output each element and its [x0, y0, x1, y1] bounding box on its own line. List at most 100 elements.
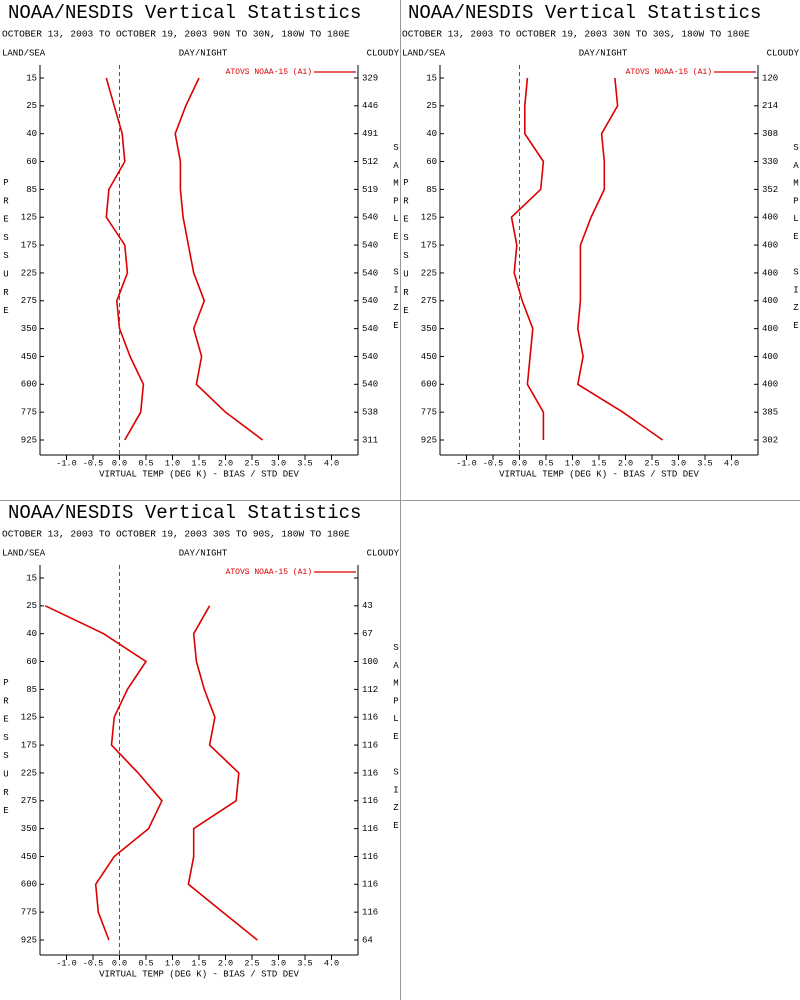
sample-size: 400 — [762, 352, 778, 362]
x-tick-label: -0.5 — [483, 458, 503, 468]
y-tick-label: 925 — [21, 935, 37, 945]
cloudy-label: CLOUDY — [367, 48, 400, 58]
land-sea-label: LAND/SEA — [2, 548, 46, 558]
y-tick-label: 350 — [421, 324, 437, 334]
sample-size: 116 — [362, 880, 378, 890]
x-tick-label: 0.5 — [138, 958, 153, 968]
y-tick-label: 275 — [21, 796, 37, 806]
x-tick-label: -1.0 — [56, 458, 76, 468]
x-tick-label: 4.0 — [724, 458, 739, 468]
y-tick-label: 225 — [21, 768, 37, 778]
series-line — [510, 77, 545, 440]
cloudy-label: CLOUDY — [767, 48, 800, 58]
panel: NOAA/NESDIS Vertical Statistics OCTOBER 1… — [2, 502, 400, 979]
chart-title: NOAA/NESDIS Vertical Statistics — [408, 2, 761, 24]
x-tick-label: -0.5 — [83, 458, 103, 468]
x-tick-label: 0.5 — [138, 458, 153, 468]
day-night-label: DAY/NIGHT — [179, 48, 228, 58]
y-tick-label: 450 — [21, 352, 37, 362]
x-tick-label: 2.0 — [618, 458, 633, 468]
sample-size: 540 — [362, 268, 378, 278]
sample-size: 446 — [362, 101, 378, 111]
series-line — [187, 605, 258, 941]
y-tick-label: 225 — [21, 268, 37, 278]
day-night-label: DAY/NIGHT — [179, 548, 228, 558]
sample-size: 400 — [762, 213, 778, 223]
sample-size: 116 — [362, 768, 378, 778]
y-tick-label: 600 — [21, 380, 37, 390]
sample-size: 329 — [362, 73, 378, 83]
y-tick-label: 775 — [21, 408, 37, 418]
y-tick-label: 600 — [21, 880, 37, 890]
x-tick-label: 3.5 — [297, 958, 312, 968]
sample-size: 116 — [362, 852, 378, 862]
day-night-label: DAY/NIGHT — [579, 48, 628, 58]
sample-size: 311 — [362, 435, 378, 445]
x-tick-label: 0.0 — [112, 458, 127, 468]
y-tick-label: 25 — [26, 601, 37, 611]
x-tick-label: 3.5 — [697, 458, 712, 468]
y-tick-label: 60 — [26, 157, 37, 167]
sample-size: 519 — [362, 185, 378, 195]
x-tick-label: 3.5 — [297, 458, 312, 468]
y-tick-label: 125 — [21, 713, 37, 723]
sample-size: 400 — [762, 296, 778, 306]
sample-size: 116 — [362, 824, 378, 834]
sample-size: 400 — [762, 268, 778, 278]
x-tick-label: -0.5 — [83, 958, 103, 968]
y-tick-label: 275 — [21, 296, 37, 306]
x-tick-label: 1.5 — [191, 458, 206, 468]
land-sea-label: LAND/SEA — [2, 48, 46, 58]
x-tick-label: 1.0 — [565, 458, 580, 468]
x-axis-label: VIRTUAL TEMP (DEG K) - BIAS / STD DEV — [99, 469, 299, 479]
x-tick-label: 2.0 — [218, 458, 233, 468]
x-tick-label: 2.5 — [244, 958, 259, 968]
sample-size: 43 — [362, 601, 373, 611]
y-tick-label: 175 — [21, 240, 37, 250]
legend-label: ATOVS NOAA-15 (A1) — [226, 68, 312, 77]
y-tick-label: 450 — [21, 852, 37, 862]
sample-size: 116 — [362, 908, 378, 918]
x-tick-label: 3.0 — [271, 458, 286, 468]
chart-subtitle: OCTOBER 13, 2003 TO OCTOBER 19, 2003 90N… — [2, 29, 350, 40]
sample-size: 538 — [362, 408, 378, 418]
x-tick-label: -1.0 — [56, 958, 76, 968]
sample-size: 100 — [362, 657, 378, 667]
chart-title: NOAA/NESDIS Vertical Statistics — [8, 502, 361, 524]
y-tick-label: 175 — [21, 740, 37, 750]
sample-size: 540 — [362, 213, 378, 223]
x-tick-label: 3.0 — [271, 958, 286, 968]
y-tick-label: 775 — [421, 408, 437, 418]
sample-size: 120 — [762, 73, 778, 83]
x-tick-label: 4.0 — [324, 458, 339, 468]
x-tick-label: 2.0 — [218, 958, 233, 968]
cloudy-label: CLOUDY — [367, 548, 400, 558]
sample-size: 400 — [762, 380, 778, 390]
sample-size: 116 — [362, 740, 378, 750]
y-tick-label: 175 — [421, 240, 437, 250]
x-axis-label: VIRTUAL TEMP (DEG K) - BIAS / STD DEV — [99, 969, 299, 979]
series-line — [44, 605, 163, 941]
x-tick-label: 1.5 — [591, 458, 606, 468]
y-tick-label: 85 — [26, 185, 37, 195]
y-tick-label: 60 — [26, 657, 37, 667]
y-tick-label: 275 — [421, 296, 437, 306]
x-tick-label: 4.0 — [324, 958, 339, 968]
panel: NOAA/NESDIS Vertical Statistics OCTOBER 1… — [2, 2, 400, 479]
y-tick-label: 40 — [426, 129, 437, 139]
y-tick-label: 225 — [421, 268, 437, 278]
sample-size: 540 — [362, 296, 378, 306]
legend-label: ATOVS NOAA-15 (A1) — [626, 68, 712, 77]
sample-size: 540 — [362, 324, 378, 334]
sample-size: 400 — [762, 240, 778, 250]
y-tick-label: 85 — [426, 185, 437, 195]
x-tick-label: 1.0 — [165, 958, 180, 968]
land-sea-label: LAND/SEA — [402, 48, 446, 58]
y-tick-label: 600 — [421, 380, 437, 390]
y-tick-label: 450 — [421, 352, 437, 362]
